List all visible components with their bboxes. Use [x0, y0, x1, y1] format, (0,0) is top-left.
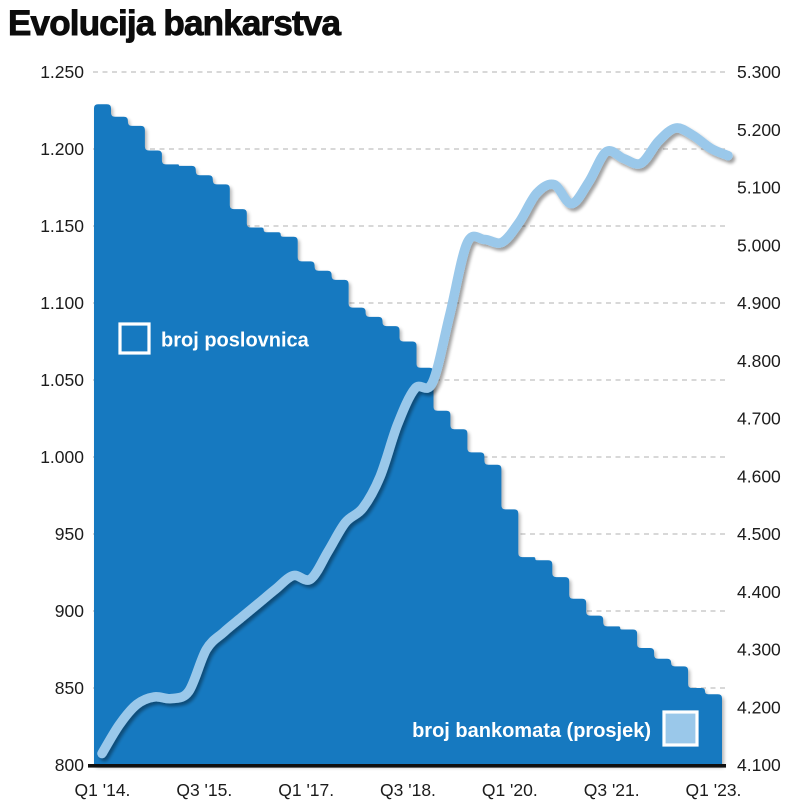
left-axis-tick: 850: [55, 678, 84, 698]
right-axis-tick-labels: 5.300 5.200 5.100 5.000 4.900 4.800 4.700 4.600…: [737, 62, 781, 775]
right-axis-tick: 4.200: [737, 697, 781, 717]
right-axis-tick: 4.100: [737, 755, 781, 775]
legend-atms: broj bankomata (prosjek): [412, 710, 699, 747]
right-axis-tick: 5.300: [737, 62, 781, 82]
right-axis-tick: 4.600: [737, 466, 781, 486]
left-axis-tick: 1.150: [40, 216, 84, 236]
left-axis-tick: 800: [55, 755, 84, 775]
x-axis-tick: Q1 '17.: [278, 780, 334, 800]
legend-branches-swatch: [118, 322, 151, 355]
right-axis-tick: 4.700: [737, 409, 781, 429]
x-axis-tick: Q3 '15.: [176, 780, 232, 800]
legend-branches-label: broj poslovnica: [161, 330, 310, 352]
left-axis-tick: 1.050: [40, 370, 84, 390]
x-axis-tick: Q1 '23.: [686, 780, 742, 800]
right-axis-tick: 4.800: [737, 351, 781, 371]
left-axis-tick: 950: [55, 524, 84, 544]
right-axis-tick: 5.200: [737, 120, 781, 140]
branches-step-area-series: [94, 104, 722, 766]
atms-line-series: [97, 123, 733, 759]
legend-atms-label: broj bankomata (prosjek): [412, 720, 651, 742]
right-axis-tick: 5.000: [737, 235, 781, 255]
right-axis-tick: 4.500: [737, 524, 781, 544]
left-axis-tick: 1.100: [40, 293, 84, 313]
right-axis-tick: 4.300: [737, 640, 781, 660]
left-axis-tick: 900: [55, 601, 84, 621]
left-axis-tick: 1.000: [40, 447, 84, 467]
right-axis-tick: 4.400: [737, 582, 781, 602]
right-axis-tick: 5.100: [737, 178, 781, 198]
x-axis-tick: Q1 '14.: [75, 780, 131, 800]
x-axis-tick: Q1 '20.: [482, 780, 538, 800]
x-axis-tick-labels: Q1 '14. Q3 '15. Q1 '17. Q3 '18. Q1 '20. Q3 '2…: [75, 780, 742, 800]
legend-branches: broj poslovnica: [118, 322, 310, 355]
left-axis-tick-labels: 1.250 1.200 1.150 1.100 1.050 1.000 950 900 850 8…: [40, 62, 84, 775]
left-axis-tick: 1.250: [40, 62, 84, 82]
x-axis-tick: Q3 '21.: [584, 780, 640, 800]
x-axis-baseline: [88, 764, 726, 768]
left-axis-tick: 1.200: [40, 139, 84, 159]
legend-atms-swatch: [662, 710, 699, 747]
x-axis-tick: Q3 '18.: [380, 780, 436, 800]
right-axis-tick: 4.900: [737, 293, 781, 313]
chart-title: Evolucija bankarstva: [8, 4, 342, 44]
